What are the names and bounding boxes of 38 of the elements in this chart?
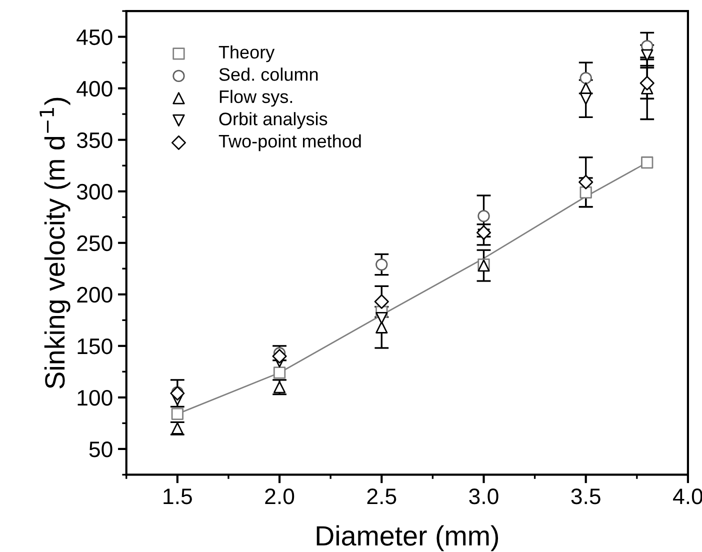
point	[641, 156, 654, 169]
y-tick-label: 250	[77, 235, 112, 252]
point	[376, 321, 388, 334]
point	[641, 49, 654, 62]
legend-label: Theory	[218, 45, 275, 62]
legend-label: Flow sys.	[220, 90, 292, 107]
point	[374, 294, 389, 309]
point	[578, 174, 594, 190]
legend-label: Sed. column	[219, 68, 318, 81]
x-tick-label: 3.0	[469, 488, 498, 504]
y-tick-label: 400	[76, 80, 112, 97]
point	[640, 76, 654, 90]
point	[580, 72, 592, 84]
legend-label: Two-point method	[218, 134, 361, 152]
y-tick-label: 50	[89, 441, 112, 458]
y-axis-title: Sinking velocity (m d$^{−1}$)	[40, 98, 70, 389]
point	[580, 92, 592, 105]
x-axis-title: Diameter (mm)	[316, 525, 498, 552]
point	[273, 366, 286, 379]
x-tick-label: 2.0	[265, 488, 294, 504]
point	[376, 258, 388, 271]
y-tick-label: 450	[76, 29, 112, 46]
point	[171, 408, 184, 420]
x-tick-label: 2.5	[367, 488, 396, 504]
point	[476, 225, 492, 240]
x-tick-label: 1.5	[164, 488, 192, 504]
point	[170, 386, 185, 401]
y-tick-label: 150	[78, 338, 112, 354]
point	[580, 186, 592, 198]
y-tick-label: 350	[76, 132, 112, 148]
legend-label: Orbit analysis	[219, 112, 328, 129]
y-tick-label: 100	[78, 390, 112, 406]
y-tick-label: 300	[76, 184, 112, 200]
y-tick-label: 200	[77, 286, 112, 303]
x-tick-label: 3.5	[571, 488, 600, 504]
point	[272, 348, 287, 364]
point	[376, 312, 388, 324]
point	[478, 210, 490, 222]
